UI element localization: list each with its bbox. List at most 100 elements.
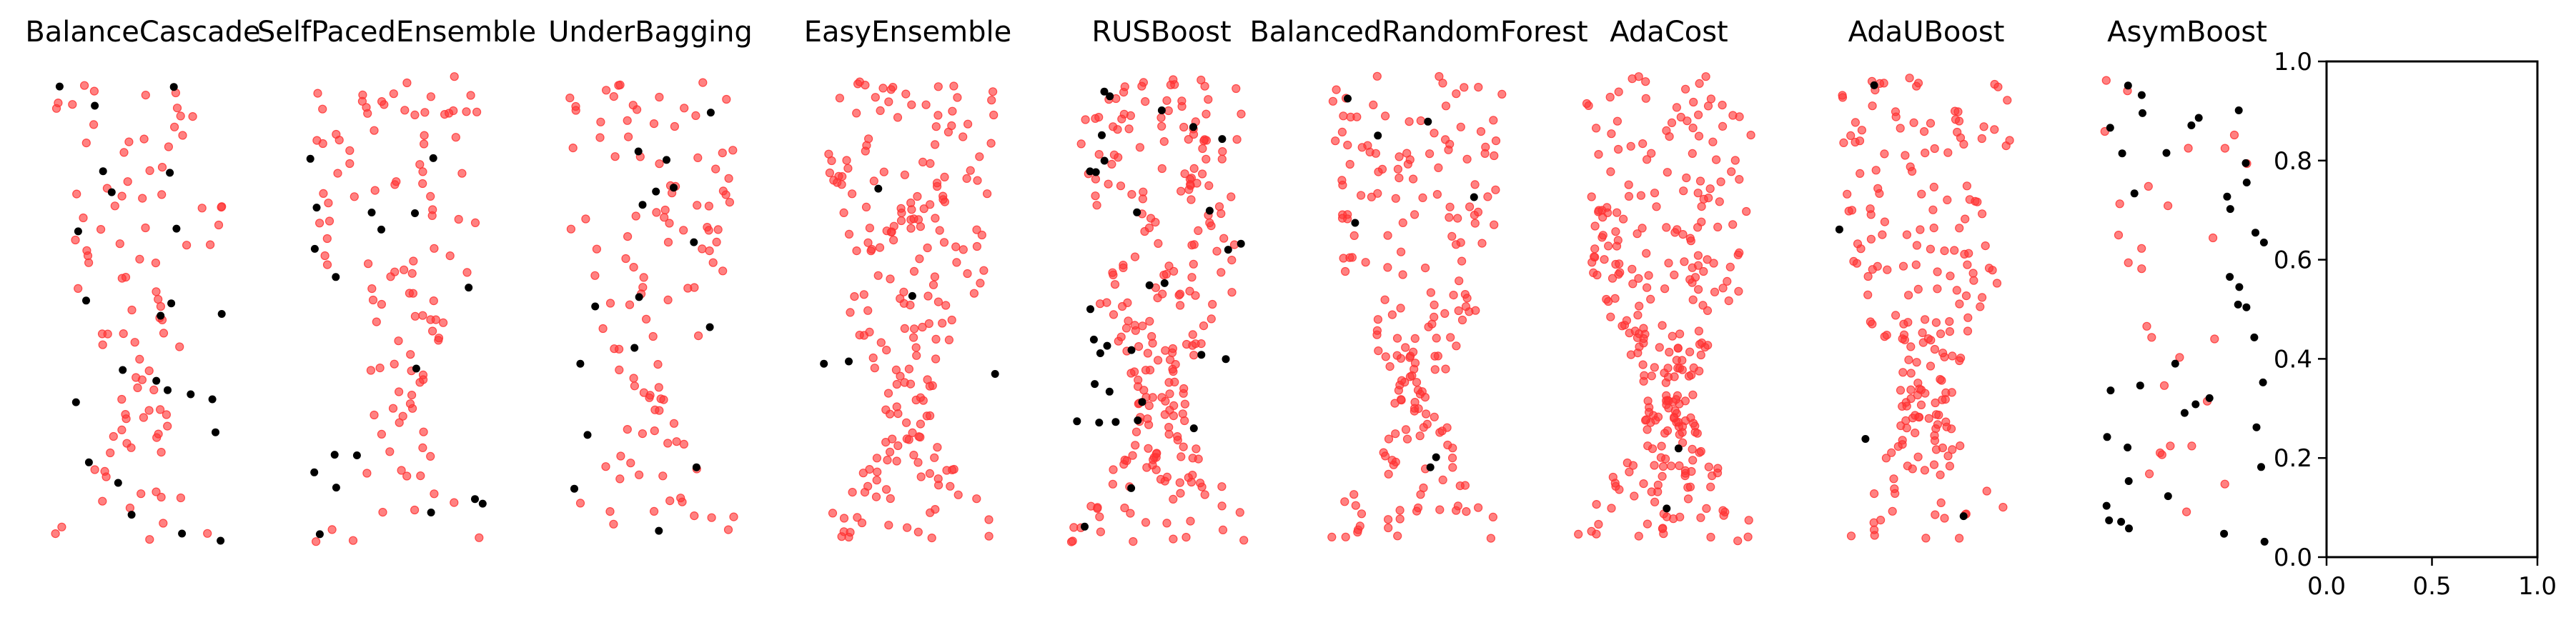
majority-point bbox=[1081, 115, 1090, 124]
scatter-points bbox=[51, 81, 227, 545]
minority-point bbox=[166, 169, 174, 177]
majority-point bbox=[119, 148, 129, 157]
minority-point bbox=[874, 184, 883, 193]
majority-point bbox=[1134, 375, 1143, 385]
majority-point bbox=[1673, 344, 1683, 353]
minority-point bbox=[634, 147, 643, 156]
majority-point bbox=[1734, 286, 1743, 296]
majority-point bbox=[1120, 503, 1129, 513]
majority-point bbox=[125, 503, 134, 513]
majority-point bbox=[882, 346, 891, 355]
majority-point bbox=[1194, 454, 1203, 464]
majority-point bbox=[1846, 531, 1856, 541]
majority-point bbox=[1393, 164, 1403, 174]
majority-point bbox=[1460, 83, 1469, 92]
majority-point bbox=[1109, 465, 1118, 474]
majority-point bbox=[1200, 81, 1209, 91]
majority-point bbox=[1606, 167, 1615, 176]
majority-point bbox=[1664, 404, 1673, 413]
majority-point bbox=[1688, 444, 1697, 454]
majority-point bbox=[1134, 342, 1144, 351]
minority-point bbox=[315, 530, 324, 539]
majority-point bbox=[1938, 395, 1947, 404]
minority-point bbox=[2106, 124, 2114, 132]
majority-point bbox=[1419, 423, 1428, 432]
majority-point bbox=[2114, 231, 2124, 240]
majority-point bbox=[1746, 131, 1755, 140]
majority-point bbox=[1667, 461, 1676, 471]
majority-point bbox=[1920, 127, 1929, 136]
minority-point bbox=[107, 188, 116, 196]
majority-point bbox=[1371, 149, 1381, 158]
minority-point bbox=[1870, 81, 1878, 89]
majority-point bbox=[828, 509, 838, 518]
majority-point bbox=[1973, 197, 1982, 206]
majority-point bbox=[1119, 88, 1129, 97]
majority-point bbox=[451, 133, 460, 142]
majority-point bbox=[1688, 149, 1697, 158]
majority-point bbox=[71, 235, 80, 245]
minority-point bbox=[114, 479, 122, 487]
majority-point bbox=[1940, 514, 1949, 523]
majority-point bbox=[1109, 310, 1119, 319]
minority-point bbox=[630, 344, 639, 352]
majority-point bbox=[1857, 126, 1866, 135]
majority-point bbox=[1208, 299, 1217, 309]
majority-point bbox=[1838, 93, 1848, 102]
majority-point bbox=[327, 525, 337, 534]
majority-point bbox=[1680, 396, 1690, 406]
majority-point bbox=[1716, 177, 1725, 186]
majority-point bbox=[1202, 154, 1211, 164]
majority-point bbox=[1663, 168, 1672, 177]
majority-point bbox=[1352, 112, 1362, 121]
majority-point bbox=[1600, 255, 1609, 264]
majority-point bbox=[1638, 360, 1648, 369]
majority-point bbox=[1607, 129, 1616, 139]
majority-point bbox=[918, 322, 927, 332]
majority-point bbox=[872, 454, 882, 463]
majority-point bbox=[680, 104, 689, 113]
majority-point bbox=[1684, 371, 1694, 381]
majority-point bbox=[652, 208, 661, 217]
majority-point bbox=[1696, 350, 1705, 360]
majority-point bbox=[84, 258, 94, 267]
majority-point bbox=[1905, 74, 1914, 83]
majority-point bbox=[1167, 348, 1177, 357]
majority-point bbox=[623, 132, 633, 141]
scatter-points bbox=[1066, 75, 1249, 546]
minority-point bbox=[570, 484, 578, 493]
majority-point bbox=[426, 191, 435, 201]
majority-point bbox=[1490, 220, 1499, 229]
majority-point bbox=[141, 91, 150, 100]
majority-point bbox=[728, 146, 738, 155]
minority-point bbox=[1086, 305, 1094, 314]
minority-point bbox=[1105, 387, 1114, 396]
majority-point bbox=[1156, 474, 1166, 484]
minority-point bbox=[1127, 484, 1136, 492]
majority-point bbox=[1883, 265, 1892, 274]
majority-point bbox=[1906, 162, 1915, 171]
majority-point bbox=[1337, 214, 1347, 223]
majority-point bbox=[406, 350, 415, 359]
majority-point bbox=[631, 211, 640, 221]
majority-point bbox=[345, 159, 355, 169]
majority-point bbox=[72, 189, 81, 199]
minority-point bbox=[2257, 463, 2265, 471]
majority-point bbox=[1162, 519, 1171, 528]
majority-point bbox=[1956, 441, 1965, 451]
minority-point bbox=[2180, 409, 2189, 417]
majority-point bbox=[397, 466, 406, 475]
majority-point bbox=[977, 230, 986, 240]
majority-point bbox=[1896, 124, 1905, 133]
majority-point bbox=[1963, 313, 1973, 322]
majority-point bbox=[1680, 257, 1689, 266]
majority-point bbox=[638, 429, 648, 439]
majority-point bbox=[2137, 244, 2146, 253]
majority-point bbox=[1604, 241, 1613, 251]
majority-point bbox=[1868, 101, 1877, 111]
majority-point bbox=[911, 395, 921, 405]
majority-point bbox=[1613, 116, 1622, 126]
scatter-points bbox=[820, 77, 999, 543]
majority-point bbox=[144, 406, 154, 415]
minority-point bbox=[352, 451, 361, 459]
